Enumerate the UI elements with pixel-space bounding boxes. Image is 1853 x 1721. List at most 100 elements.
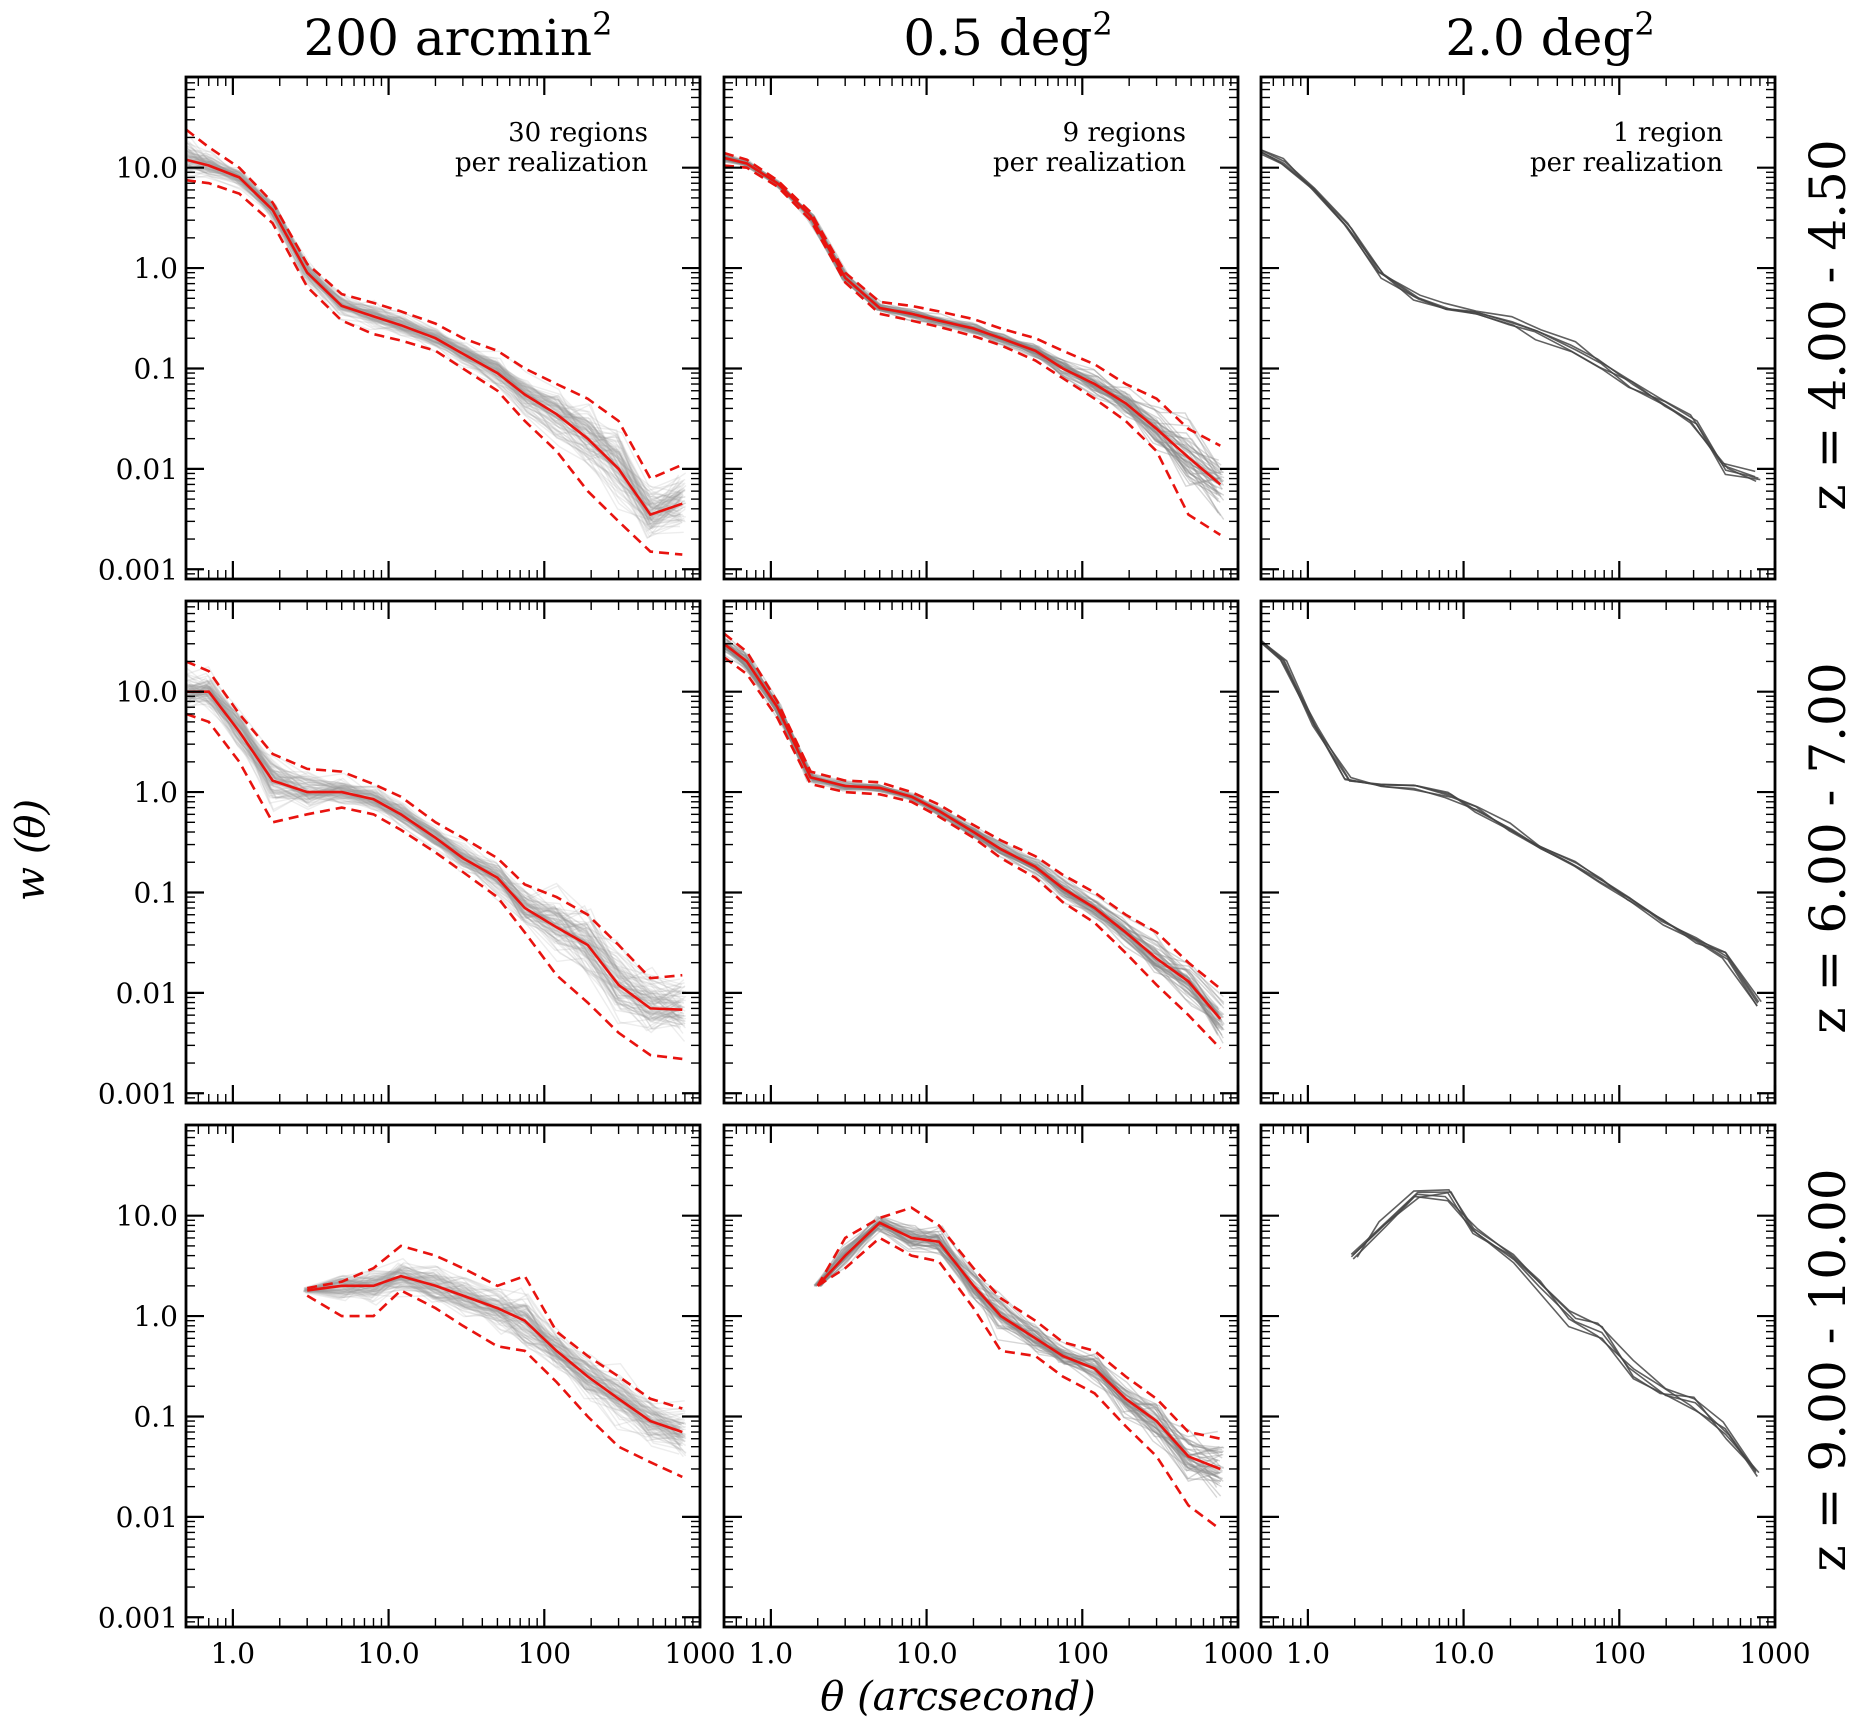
regions-note-line2: per realization [1530,148,1723,178]
realization-line [188,687,681,1025]
realization-line [304,1271,681,1447]
realization-line [724,159,1223,476]
realization-line [814,1219,1224,1456]
realization-line [186,142,687,499]
realization-line [186,159,680,519]
realization-line [307,1266,684,1414]
row-label-1: z = 4.00 - 4.50 [1799,139,1853,510]
realization-line [816,1215,1218,1438]
realization-line [186,145,685,517]
lower-bound-line [724,164,1221,536]
regions-note-line1: 30 regions [508,118,648,148]
plot-area [1261,149,1761,483]
realization-line [819,1227,1221,1482]
realization-line [186,159,681,526]
ticks [723,76,1240,580]
realization-line [186,166,682,514]
realization-line [307,1271,685,1405]
realization-line [186,157,680,511]
realization-line [188,685,686,1021]
plot-area [303,1244,687,1479]
realization-line [1261,153,1757,483]
realization-line [815,1229,1221,1483]
x-tick-label: 1000 [664,1637,735,1670]
median-line [307,1274,683,1434]
panel-frame [1259,1123,1777,1629]
realization-line [186,689,679,1013]
realization-line [816,1228,1223,1483]
realization-line [188,692,686,1025]
realization-line [724,645,1223,1036]
realization-line [726,639,1224,998]
realization-line [186,691,684,1025]
y-tick-label: 10.0 [116,1200,178,1233]
realization-line [1261,639,1759,1004]
realization-line [309,1270,681,1427]
realization-line [187,149,679,505]
realization-line [186,694,686,1002]
realization-line [813,1222,1222,1497]
realization-line [304,1274,686,1443]
realization-line [186,153,686,519]
realization-line [187,688,687,1005]
lower-bound-line [186,178,683,556]
column-title-2: 0.5 deg2 [903,5,1112,67]
panel-r2-c1: 0.001 0.01 0.1 1.0 10.0 [98,599,702,1110]
lower-bound-line [724,656,1222,1050]
realization-line [188,689,680,1026]
realization-line [303,1277,684,1429]
realization-line [303,1289,682,1445]
realization-line [186,160,680,492]
realization-line [305,1273,683,1428]
column-title-3: 2.0 deg2 [1445,5,1654,67]
realization-line [187,692,685,1023]
realization-line [307,1271,687,1425]
x-tick-label: 1000 [1739,1637,1810,1670]
realization-line [819,1220,1219,1457]
panel-frame [722,1123,1240,1629]
realization-line [819,1223,1218,1488]
realization-line [307,1282,680,1455]
realization-line [187,161,683,535]
regions-note-line1: 1 region [1613,118,1723,148]
median-line [816,1221,1221,1471]
panel-r3-c2: 1.0 10.0 100 1000 [722,1123,1274,1670]
realization-line [186,166,685,506]
realization-line [303,1274,687,1431]
y-axis-title: w (θ) [8,799,54,901]
plot-area [1350,1188,1760,1477]
realization-line [189,155,686,525]
y-tick-label: 10.0 [116,152,178,185]
realization-line [1356,1188,1757,1472]
x-tick-label: 10.0 [895,1637,957,1670]
realization-line [725,642,1224,1019]
ticks [723,1124,1240,1628]
ticks [1260,1124,1777,1628]
realization-line [186,692,683,1029]
realization-line [309,1285,681,1446]
realization-line [307,1270,686,1442]
realization-line [307,1281,686,1438]
realization-line [186,680,682,994]
realization-line [188,163,681,523]
realization-line [186,666,683,986]
realization-line [308,1280,681,1442]
y-tick-label: 1.0 [133,1300,178,1333]
realization-line [306,1275,686,1442]
realization-line [186,695,682,1007]
realization-line [189,700,686,1017]
y-tick-label: 1.0 [133,252,178,285]
realization-line [725,647,1224,1031]
realization-line [189,685,680,1016]
realization-line [186,690,686,1029]
realization-line [186,153,684,503]
realization-line [186,160,681,508]
y-tick-label: 0.001 [98,1601,178,1634]
realization-line [186,149,681,520]
realization-line [186,685,682,1023]
y-tick-label: 0.001 [98,1077,178,1110]
realization-line [310,1271,680,1438]
realization-line [189,141,684,507]
realization-line [818,1226,1218,1498]
realization-line [186,673,682,988]
